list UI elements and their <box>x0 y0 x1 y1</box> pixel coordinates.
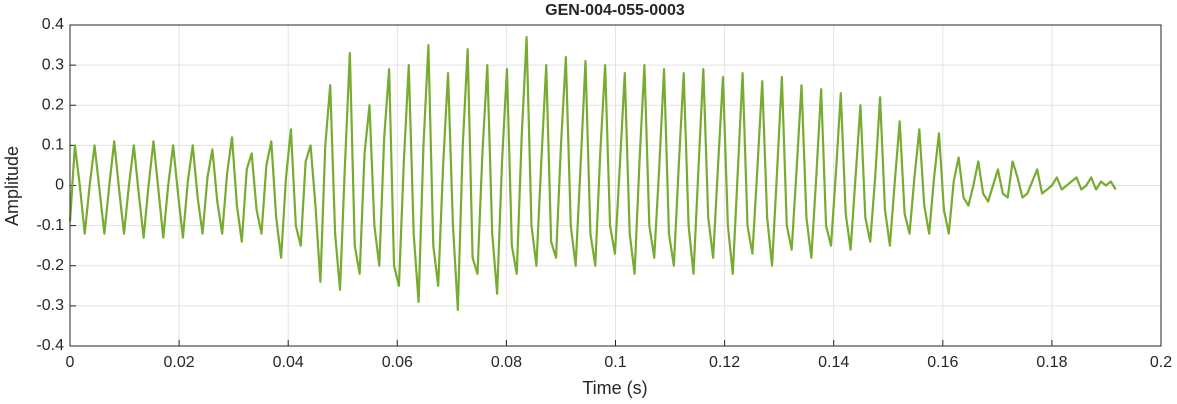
chart-title: GEN-004-055-0003 <box>545 2 685 19</box>
x-tick-label: 0.16 <box>927 354 958 371</box>
plot-frame <box>69 24 1162 347</box>
x-tick-label: 0.08 <box>491 354 522 371</box>
x-tick-label: 0.14 <box>818 354 849 371</box>
x-axis-label: Time (s) <box>582 378 647 398</box>
y-tick-label: 0 <box>55 177 64 194</box>
y-tick-label: -0.3 <box>36 297 64 314</box>
x-tick-label: 0.2 <box>1150 354 1172 371</box>
y-tick-label: 0.4 <box>42 16 64 33</box>
y-tick-label: 0.1 <box>42 137 64 154</box>
y-tick-label: -0.1 <box>36 217 64 234</box>
y-axis-label: Amplitude <box>2 146 22 226</box>
x-tick-label: 0.1 <box>604 354 626 371</box>
y-tick-label: -0.4 <box>36 337 64 354</box>
x-tick-label: 0.02 <box>164 354 195 371</box>
x-tick-label: 0 <box>66 354 75 371</box>
y-tick-label: 0.3 <box>42 56 64 73</box>
x-tick-label: 0.18 <box>1036 354 1067 371</box>
x-tick-label: 0.06 <box>382 354 413 371</box>
y-tick-label: 0.2 <box>42 96 64 113</box>
x-tick-label: 0.04 <box>273 354 304 371</box>
line-series <box>68 35 1117 311</box>
x-tick-label: 0.12 <box>709 354 740 371</box>
y-tick-label: -0.2 <box>36 257 64 274</box>
